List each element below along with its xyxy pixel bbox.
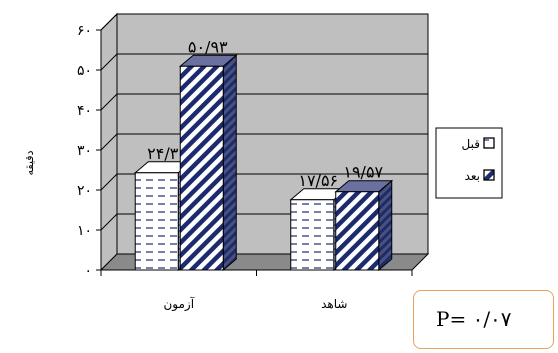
bar — [335, 191, 380, 271]
data-label: ۲۴/۳ — [147, 144, 179, 163]
y-axis-label: دقیقه — [23, 150, 36, 175]
bar-side — [378, 179, 393, 272]
x-tick-label: شاهد — [321, 297, 347, 311]
y-tick-label: ۳۰ — [77, 143, 92, 159]
legend-swatch — [483, 137, 495, 149]
gridline-side — [100, 133, 118, 151]
labels: ۲۴/۳ ۵۰/۹۳ آزمون ۱۷/۵۶ ۱۹/۵۷ شاهد دقیقه — [23, 37, 384, 312]
legend-label: قبل — [462, 137, 480, 151]
bar-side — [222, 54, 237, 272]
data-label: ۵۰/۹۳ — [188, 37, 228, 56]
gridline-side — [100, 173, 118, 191]
p-value-text: P= ۰/۰۷ — [436, 307, 512, 331]
bar — [179, 65, 224, 271]
y-tick-label: ۱۰ — [77, 223, 92, 239]
data-label: ۱۷/۵۶ — [298, 171, 338, 190]
bar — [134, 172, 179, 271]
bars — [133, 54, 394, 272]
axes: ۰ ۱۰ ۲۰ ۳۰ ۴۰ ۵۰ ۶۰ — [77, 23, 413, 279]
gridline-side — [100, 93, 118, 111]
y-tick-label: ۵۰ — [77, 63, 92, 79]
y-tick-label: ۶۰ — [77, 23, 92, 39]
p-value-box: P= ۰/۰۷ — [413, 290, 554, 349]
legend-label: بعد — [465, 169, 480, 183]
x-tick-label: آزمون — [163, 296, 194, 312]
bar — [290, 199, 335, 271]
y-tick-label: ۲۰ — [77, 183, 92, 199]
data-label: ۱۹/۵۷ — [343, 163, 383, 182]
legend-swatch — [483, 169, 495, 181]
gridline-side — [100, 53, 118, 71]
y-tick-label: ۰ — [84, 263, 92, 279]
legend: قبل بعد — [435, 127, 503, 199]
y-tick-label: ۴۰ — [77, 103, 92, 119]
gridline-side — [100, 13, 118, 31]
gridline-side — [100, 213, 118, 231]
